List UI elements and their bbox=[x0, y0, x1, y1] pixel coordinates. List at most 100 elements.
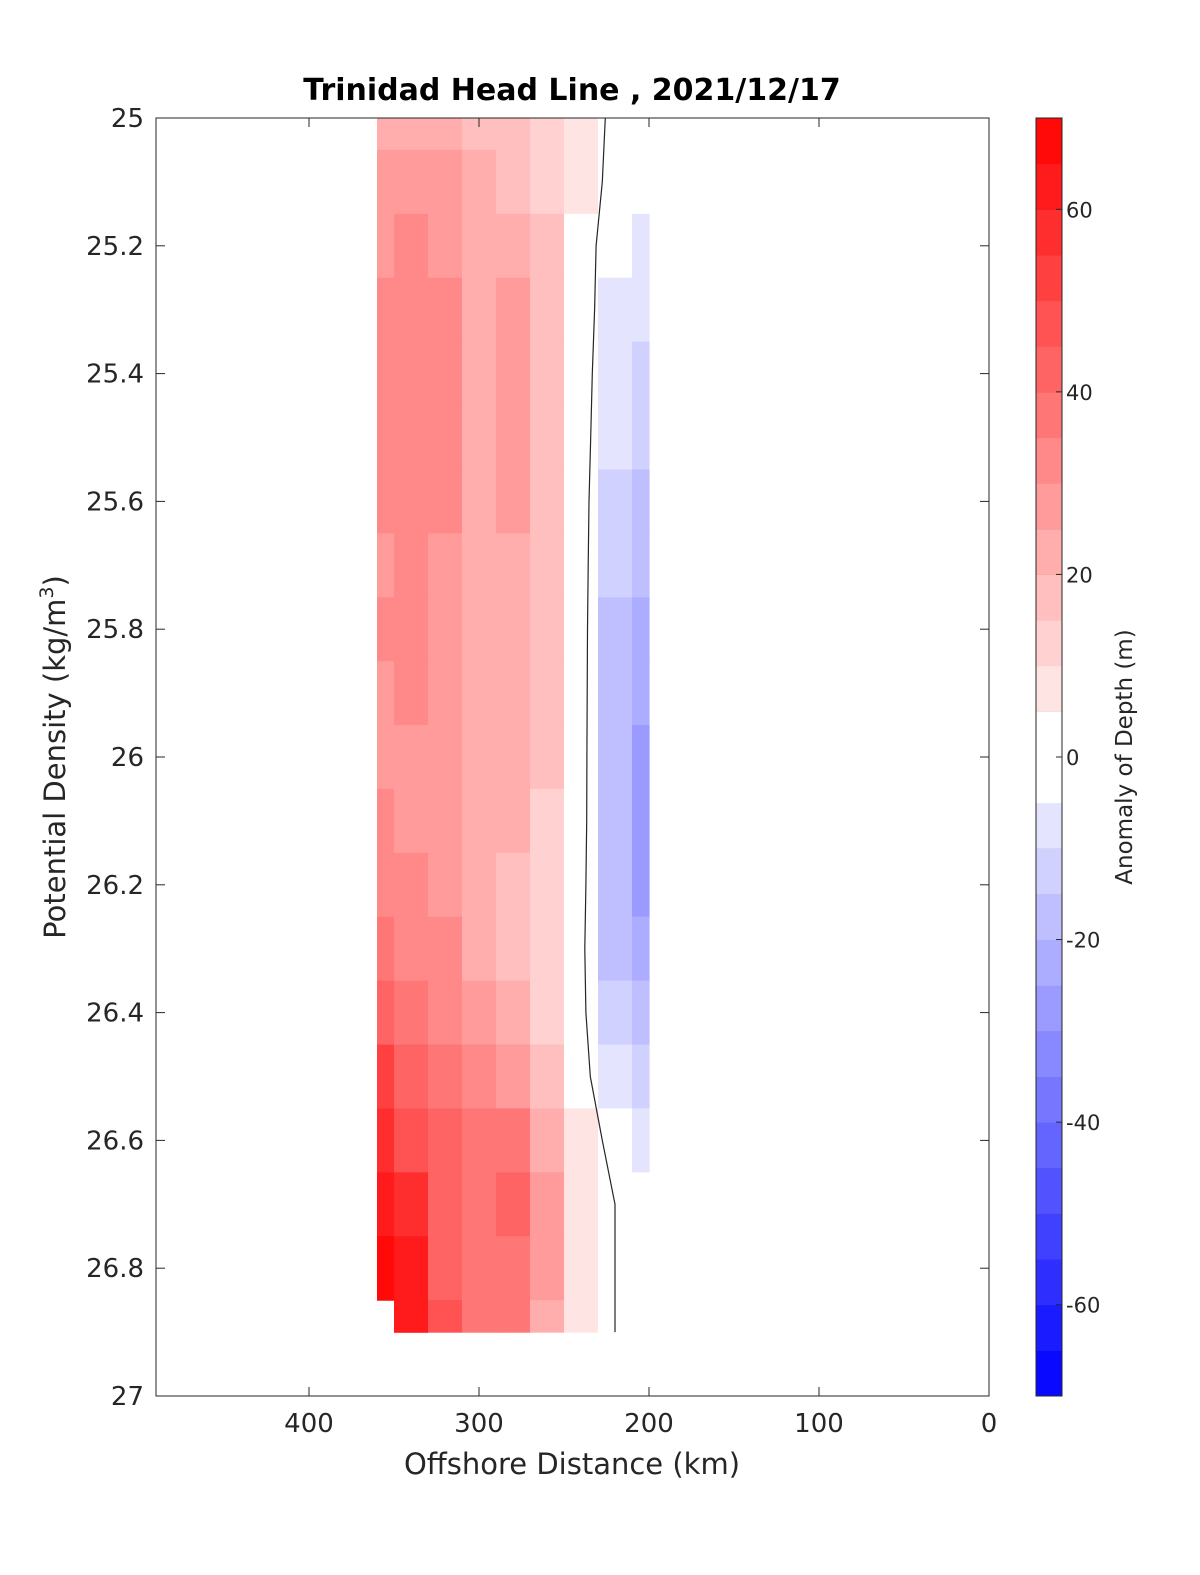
x-tick-label: 0 bbox=[981, 1409, 998, 1439]
anomaly-cell bbox=[564, 852, 599, 918]
anomaly-cell bbox=[394, 469, 429, 534]
anomaly-cell bbox=[377, 341, 395, 407]
y-tick-label: 26.2 bbox=[86, 871, 144, 901]
y-tick-label: 26.4 bbox=[86, 999, 144, 1029]
anomaly-cell bbox=[632, 852, 650, 918]
anomaly-cell bbox=[496, 213, 531, 279]
anomaly-cell bbox=[428, 1108, 463, 1173]
anomaly-cell bbox=[530, 533, 565, 598]
colorbar-band bbox=[1036, 1030, 1062, 1077]
anomaly-cell bbox=[496, 1236, 531, 1301]
anomaly-cell bbox=[377, 118, 395, 151]
anomaly-cell bbox=[496, 118, 531, 151]
anomaly-cell bbox=[377, 916, 395, 982]
anomaly-cell bbox=[377, 852, 395, 918]
anomaly-cell bbox=[377, 213, 395, 279]
anomaly-cell bbox=[632, 277, 650, 343]
colorbar-bands bbox=[1036, 117, 1062, 1397]
anomaly-cell bbox=[530, 916, 565, 982]
anomaly-cell bbox=[394, 597, 429, 662]
anomaly-cell bbox=[377, 1236, 395, 1301]
anomaly-cell bbox=[462, 533, 497, 598]
anomaly-cell bbox=[632, 213, 650, 279]
anomaly-cell bbox=[598, 341, 633, 407]
y-tick-label: 25.2 bbox=[86, 232, 144, 262]
anomaly-cell bbox=[530, 469, 565, 534]
anomaly-cell bbox=[564, 1236, 599, 1301]
anomaly-cell bbox=[496, 916, 531, 982]
anomaly-cell bbox=[632, 118, 650, 151]
anomaly-cell bbox=[462, 661, 497, 726]
anomaly-cell bbox=[428, 1300, 463, 1333]
anomaly-cell bbox=[530, 597, 565, 662]
anomaly-cell bbox=[564, 1172, 599, 1237]
anomaly-cell bbox=[428, 1044, 463, 1110]
x-axis-ticks: 400 300 200 100 0 bbox=[284, 118, 997, 1439]
anomaly-cell bbox=[598, 405, 633, 471]
anomaly-cell bbox=[377, 661, 395, 726]
anomaly-cell bbox=[632, 980, 650, 1046]
colorbar-band bbox=[1036, 1167, 1062, 1214]
colorbar-tick-label: 40 bbox=[1066, 381, 1093, 405]
anomaly-cell bbox=[564, 405, 599, 471]
anomaly-cell bbox=[496, 469, 531, 534]
colorbar-band bbox=[1036, 574, 1062, 621]
anomaly-cell bbox=[428, 149, 463, 215]
anomaly-cell bbox=[564, 277, 599, 343]
anomaly-cell bbox=[377, 405, 395, 471]
anomaly-cell bbox=[632, 1044, 650, 1110]
anomaly-cell bbox=[496, 149, 531, 215]
anomaly-cell bbox=[496, 788, 531, 854]
colorbar-band bbox=[1036, 711, 1062, 758]
colorbar: -60 -40 -20 0 20 40 60 Anomaly of Depth (m) bbox=[1035, 117, 1138, 1397]
anomaly-cell bbox=[428, 1236, 463, 1301]
colorbar-tick-label: 20 bbox=[1066, 563, 1093, 587]
y-axis-ticks: 25 25.2 25.4 25.6 25.8 26 26.2 26.4 26.6 26.8 27 bbox=[86, 104, 989, 1412]
plot-frame bbox=[155, 117, 990, 1397]
anomaly-cell bbox=[564, 788, 599, 854]
anomaly-cell bbox=[496, 1108, 531, 1173]
anomaly-cell bbox=[428, 597, 463, 662]
anomaly-cell bbox=[564, 661, 599, 726]
anomaly-cell bbox=[394, 149, 429, 215]
y-tick-label: 25.6 bbox=[86, 487, 144, 517]
colorbar-band bbox=[1036, 254, 1062, 302]
y-axis-label-close: ) bbox=[38, 575, 72, 586]
anomaly-cell bbox=[632, 916, 650, 982]
anomaly-cell bbox=[496, 980, 531, 1046]
anomaly-cell bbox=[496, 661, 531, 726]
anomaly-cell bbox=[530, 341, 565, 407]
anomaly-cell bbox=[462, 1172, 497, 1237]
anomaly-cell bbox=[377, 597, 395, 662]
zero-contour-line bbox=[584, 117, 616, 1333]
anomaly-cell bbox=[394, 213, 429, 279]
anomaly-cell bbox=[462, 1236, 497, 1301]
y-tick-label: 26.8 bbox=[86, 1254, 144, 1284]
colorbar-tick-label: -60 bbox=[1066, 1294, 1100, 1318]
anomaly-cell bbox=[394, 725, 429, 790]
anomaly-cell bbox=[564, 118, 599, 151]
colorbar-band bbox=[1036, 300, 1062, 347]
anomaly-cell bbox=[530, 149, 565, 215]
anomaly-cell bbox=[394, 788, 429, 854]
anomaly-cell bbox=[632, 1108, 650, 1173]
anomaly-cell bbox=[530, 1236, 565, 1301]
anomaly-cell bbox=[394, 852, 429, 918]
anomaly-cell bbox=[496, 277, 531, 343]
anomaly-cell bbox=[598, 852, 633, 918]
anomaly-cell bbox=[564, 469, 599, 534]
anomaly-cell bbox=[632, 533, 650, 598]
anomaly-cell bbox=[377, 1044, 395, 1110]
anomaly-cell bbox=[462, 277, 497, 343]
anomaly-cell bbox=[632, 1236, 650, 1301]
x-tick-label: 200 bbox=[624, 1409, 674, 1439]
anomaly-cell bbox=[428, 661, 463, 726]
anomaly-cell bbox=[598, 213, 633, 279]
colorbar-band bbox=[1036, 665, 1062, 712]
anomaly-cell bbox=[530, 1172, 565, 1237]
anomaly-cell bbox=[462, 1044, 497, 1110]
anomaly-cell bbox=[394, 1044, 429, 1110]
anomaly-cell bbox=[428, 118, 463, 151]
anomaly-cell bbox=[394, 118, 429, 151]
